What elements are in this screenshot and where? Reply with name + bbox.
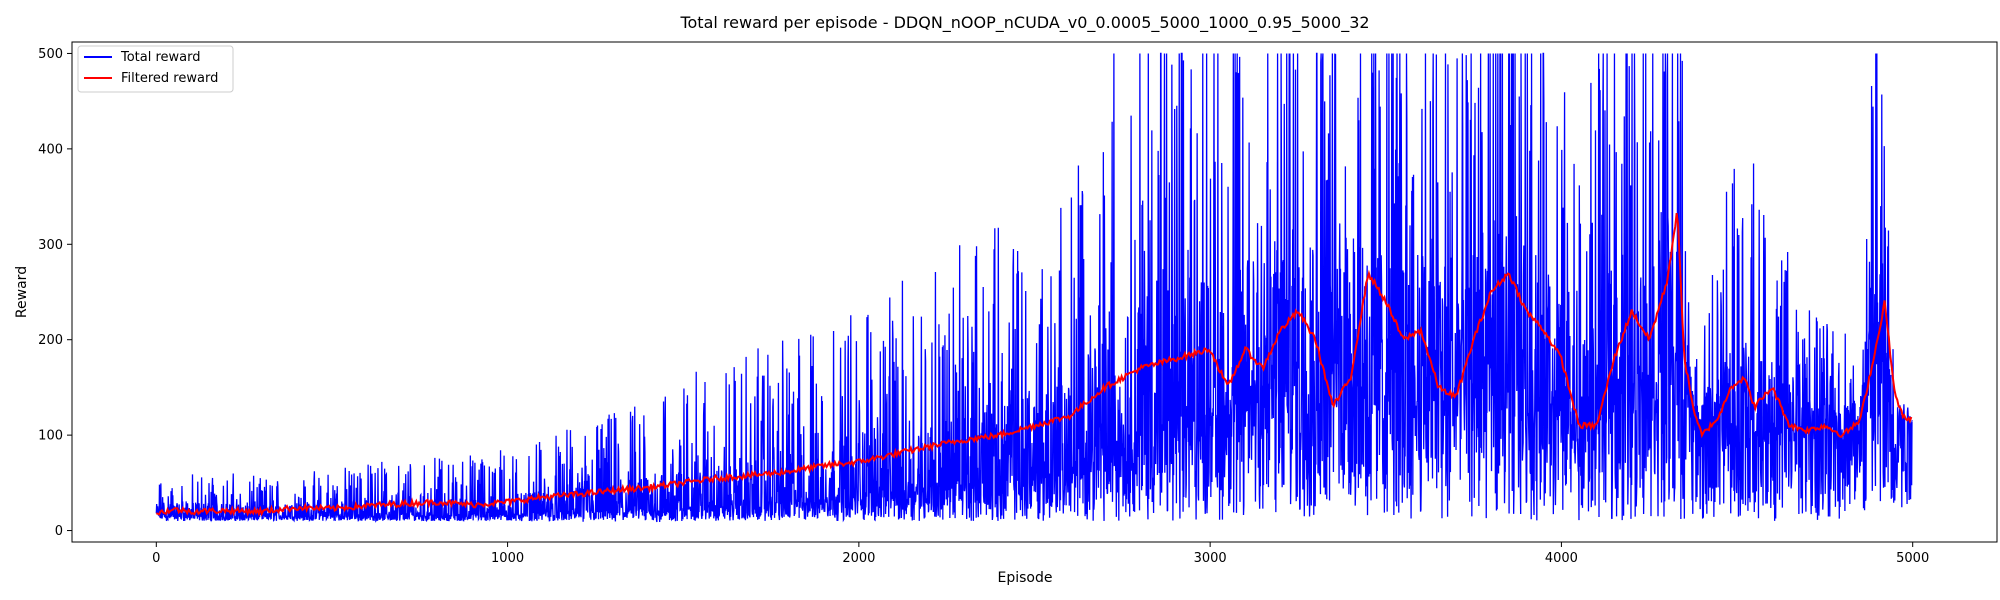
chart-title: Total reward per episode - DDQN_nOOP_nCU… [679,13,1369,33]
y-tick-label: 300 [38,238,63,253]
y-tick-label: 100 [38,429,63,444]
x-tick-label: 5000 [1896,551,1929,566]
y-tick-label: 0 [55,524,63,539]
y-tick-label: 500 [38,47,63,62]
x-axis: 0 1000 2000 3000 4000 5000 [152,542,1929,566]
y-tick-label: 200 [38,333,63,348]
x-tick-label: 3000 [1194,551,1227,566]
x-axis-label: Episode [998,570,1053,586]
x-tick-label: 2000 [842,551,875,566]
x-tick-label: 1000 [491,551,524,566]
plot-area [155,52,1913,523]
legend-box [77,45,234,93]
series-line-filtered-reward [156,212,1913,517]
y-axis-label: Reward [14,266,30,318]
x-tick-label: 4000 [1545,551,1578,566]
plot-frame [71,41,1998,543]
y-axis: 0 100 200 300 400 500 [38,47,72,539]
x-tick-label: 0 [152,551,160,566]
y-tick-label: 400 [38,142,63,157]
series-line-total-reward [155,52,1913,523]
legend: Total reward Filtered reward [77,45,234,93]
legend-label-filtered-reward: Filtered reward [121,71,218,86]
legend-label-total-reward: Total reward [120,50,201,65]
